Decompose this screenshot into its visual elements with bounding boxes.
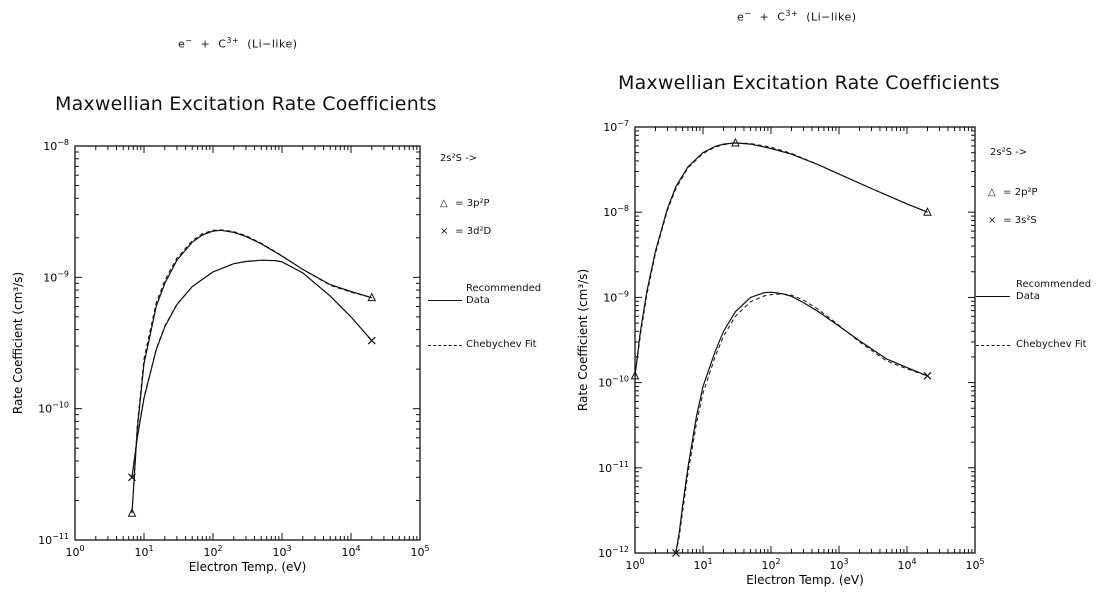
x-tick-label: 104 <box>897 557 916 572</box>
series-2-x-marker <box>923 371 932 380</box>
legend-chebychev-label: Chebychev Fit <box>466 339 537 350</box>
legend-header: 2s²S -> <box>440 153 478 164</box>
legend-series-2: × = 3d²D <box>440 226 492 237</box>
legend-recommended-line1: Recommended <box>1016 279 1092 290</box>
reaction-label: e− + C3+ (Li−like) <box>178 36 298 51</box>
y-tick-label: 10−7 <box>603 119 629 134</box>
triangle-marker-icon: △ <box>440 198 448 209</box>
x-tick-label: 100 <box>65 544 84 559</box>
series-1-triangle-marker <box>630 370 640 380</box>
legend-chebychev-label: Chebychev Fit <box>1016 339 1087 350</box>
chart-title: Maxwellian Excitation Rate Coefficients <box>55 93 437 115</box>
x-marker-icon: × <box>988 215 997 226</box>
y-tick-label: 10−11 <box>598 460 629 475</box>
y-axis-label: Rate Coefficient (cm³/s) <box>576 269 590 411</box>
series-1-triangle-marker <box>731 137 740 147</box>
legend-series-1: △ = 3p²P <box>440 198 490 209</box>
x-tick-label: 101 <box>693 557 712 572</box>
y-tick-label: 10−11 <box>38 532 69 547</box>
y-tick-label: 10−10 <box>598 375 629 390</box>
legend-chebychev: Chebychev Fit <box>976 339 1100 353</box>
solid-line-icon <box>428 300 462 301</box>
x-tick-label: 102 <box>761 557 780 572</box>
x-tick-label: 102 <box>203 544 222 559</box>
series-2-recommended-line <box>675 291 928 554</box>
y-tick-label: 10−8 <box>603 204 629 219</box>
x-tick-label: 104 <box>341 544 360 559</box>
solid-line-icon <box>976 296 1010 297</box>
legend-header: 2s²S -> <box>990 147 1028 158</box>
y-axis-label: Rate Coefficient (cm³/s) <box>11 272 25 414</box>
x-tick-label: 105 <box>965 557 984 572</box>
series-1-triangle-marker <box>127 508 137 517</box>
legend-chebychev: Chebychev Fit <box>428 339 552 353</box>
dashed-line-icon <box>428 345 462 346</box>
dashed-line-icon <box>976 345 1010 346</box>
chart-title: Maxwellian Excitation Rate Coefficients <box>618 72 1000 94</box>
series-1-triangle-marker <box>923 207 932 216</box>
series-1-chebychev-line <box>131 229 372 514</box>
series-2-x-marker <box>672 549 680 557</box>
series-2-chebychev-line <box>131 259 373 478</box>
y-tick-label: 10−9 <box>603 289 629 304</box>
chart-panel-right: e− + C3+ (Li−like) Maxwellian Excitation… <box>551 0 1102 598</box>
y-tick-label: 10−9 <box>43 269 69 284</box>
x-axis-label: Electron Temp. (eV) <box>746 573 864 587</box>
series-1-chebychev-line <box>634 142 928 376</box>
legend-recommended-line2: Data <box>466 295 490 306</box>
legend-recommended-line1: Recommended <box>466 283 542 294</box>
x-tick-label: 105 <box>410 544 429 559</box>
y-tick-label: 10−10 <box>38 401 69 416</box>
x-tick-label: 103 <box>272 544 291 559</box>
legend-series-2: × = 3s²S <box>988 215 1037 226</box>
series-1-recommended-line <box>634 142 928 376</box>
plot-area: 100 101 102 103 104 105 10−11 10−10 10−9 10−8 Elec… <box>11 138 430 574</box>
x-axis-label: Electron Temp. (eV) <box>189 560 307 574</box>
chart-panel-left: e− + C3+ (Li−like) Maxwellian Excitation… <box>11 36 552 574</box>
legend-recommended: Recommended Data <box>428 283 552 313</box>
series-1-recommended-line <box>131 229 372 514</box>
y-tick-label: 10−12 <box>598 545 629 560</box>
legend-series-1: △ = 2p²P <box>988 187 1038 198</box>
series-2-x-marker <box>128 473 136 482</box>
series-1-triangle-marker <box>367 292 377 302</box>
plot-area: 100 101 102 103 104 105 10−12 10−11 10−10 10−9 10−… <box>576 119 985 587</box>
legend-recommended: Recommended Data <box>976 279 1100 309</box>
x-tick-label: 103 <box>829 557 848 572</box>
plot-frame <box>634 126 976 554</box>
reaction-label: e− + C3+ (Li−like) <box>737 9 857 24</box>
x-marker-icon: × <box>440 226 449 237</box>
series-2-chebychev-line <box>675 293 928 554</box>
series-2-recommended-line <box>131 259 373 478</box>
x-tick-label: 100 <box>625 557 644 572</box>
y-tick-label: 10−8 <box>43 138 69 153</box>
legend-recommended-line2: Data <box>1016 291 1040 302</box>
series-2-x-marker <box>367 336 376 345</box>
triangle-marker-icon: △ <box>988 187 996 198</box>
plot-frame <box>74 145 421 541</box>
x-tick-label: 101 <box>134 544 153 559</box>
